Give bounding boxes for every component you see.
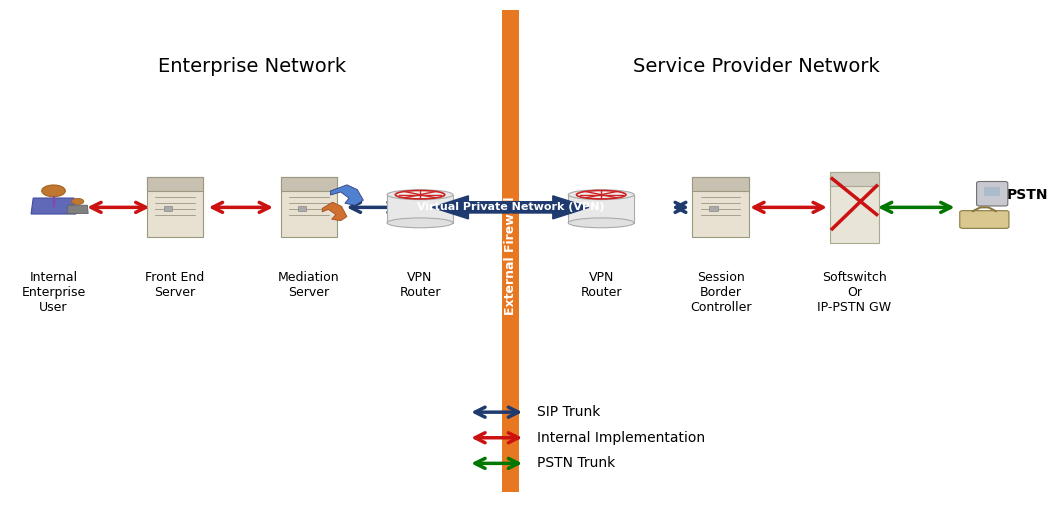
Ellipse shape <box>395 190 444 199</box>
Text: Front End
Server: Front End Server <box>145 271 204 300</box>
Text: Enterprise Network: Enterprise Network <box>158 57 346 76</box>
Polygon shape <box>31 198 76 214</box>
Polygon shape <box>331 185 363 205</box>
Ellipse shape <box>388 190 453 200</box>
Text: VPN
Router: VPN Router <box>580 271 622 300</box>
Text: Mediation
Server: Mediation Server <box>278 271 340 300</box>
FancyBboxPatch shape <box>280 178 337 238</box>
Bar <box>710 206 718 211</box>
Circle shape <box>72 198 84 204</box>
Text: PSTN Trunk: PSTN Trunk <box>537 456 616 471</box>
FancyBboxPatch shape <box>280 178 337 191</box>
FancyBboxPatch shape <box>692 178 749 191</box>
Polygon shape <box>433 196 589 219</box>
FancyBboxPatch shape <box>146 178 203 191</box>
Bar <box>163 206 173 211</box>
Bar <box>569 195 634 223</box>
Bar <box>388 195 453 223</box>
FancyBboxPatch shape <box>976 182 1008 206</box>
Text: PSTN: PSTN <box>1007 187 1049 202</box>
Text: Internal
Enterprise
User: Internal Enterprise User <box>21 271 85 314</box>
Text: External Firewall: External Firewall <box>504 197 517 315</box>
Text: VPN
Router: VPN Router <box>399 271 441 300</box>
FancyBboxPatch shape <box>830 172 879 243</box>
Text: Internal Implementation: Internal Implementation <box>537 431 706 445</box>
Ellipse shape <box>388 218 453 228</box>
Bar <box>298 206 306 211</box>
Text: SIP Trunk: SIP Trunk <box>537 405 601 419</box>
Text: Service Provider Network: Service Provider Network <box>633 57 880 76</box>
Bar <box>985 187 1000 196</box>
Text: Virtual Private Network (VPN): Virtual Private Network (VPN) <box>417 202 604 212</box>
Polygon shape <box>67 205 88 214</box>
Polygon shape <box>322 202 346 221</box>
FancyBboxPatch shape <box>959 211 1009 228</box>
FancyBboxPatch shape <box>830 172 879 186</box>
FancyBboxPatch shape <box>692 178 749 238</box>
Text: Session
Border
Controller: Session Border Controller <box>690 271 752 314</box>
Ellipse shape <box>576 190 625 199</box>
Ellipse shape <box>569 218 634 228</box>
Ellipse shape <box>569 190 634 200</box>
Text: Softswitch
Or
IP-PSTN GW: Softswitch Or IP-PSTN GW <box>817 271 892 314</box>
Circle shape <box>42 185 65 197</box>
Bar <box>502 10 519 492</box>
FancyBboxPatch shape <box>146 178 203 238</box>
